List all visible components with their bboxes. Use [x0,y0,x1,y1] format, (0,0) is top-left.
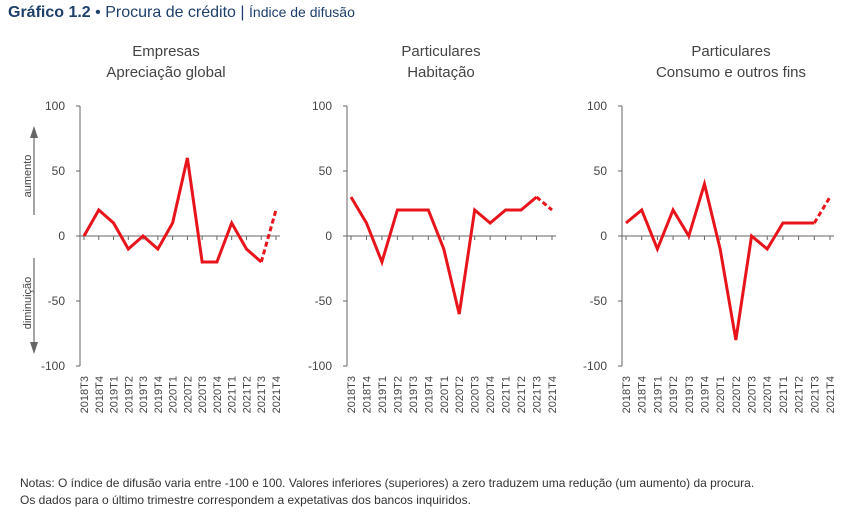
y-tick-label: -100 [583,359,607,373]
series-line [625,178,815,341]
x-tick-label: 2019T3 [684,376,696,413]
x-tick-label: 2020T4 [762,376,774,413]
x-tick-label: 2018T3 [346,376,358,413]
x-tick-label: 2021T4 [825,376,837,413]
charts-area: Empresas Apreciação global 100 50 0 -50 -100 20… [22,43,837,413]
notes-line-2: Os dados para o último trimestre corresp… [20,493,471,507]
x-tick-label: 2019T1 [109,376,121,413]
x-tick-label: 2018T3 [621,376,633,413]
x-tick-label: 2021T3 [256,376,268,413]
x-tick-label: 2018T4 [361,376,373,413]
y-tick-label: -50 [48,294,66,308]
x-tick-label: 2021T2 [241,376,253,413]
chart-title: Procura de crédito [105,4,236,21]
notes: Notas: O índice de difusão varia entre -… [20,475,840,509]
chart-header: Gráfico 1.2 • Procura de crédito | Índic… [8,4,355,22]
x-tick-label: 2018T3 [79,376,91,413]
header-separator: | [240,4,245,21]
x-tick-label: 2020T2 [182,376,194,413]
y-tick-label: 100 [312,99,332,113]
notes-line-1: Notas: O índice de difusão varia entre -… [20,476,755,490]
x-tick-label: 2018T4 [94,376,106,413]
panel-title: Particulares [691,43,770,60]
x-tick-label: 2019T4 [699,376,711,413]
chart-number: Gráfico 1.2 [8,4,91,21]
x-tick-label: 2020T1 [439,376,451,413]
diminuicao-arrowhead-icon [30,342,38,354]
series-line-expected [259,209,278,263]
side-label-diminuicao: diminuição [22,277,34,330]
x-tick-label: 2020T2 [731,376,743,413]
x-tick-label: 2019T4 [153,376,165,413]
y-tick-label: 50 [594,164,608,178]
x-tick-label: 2019T3 [408,376,420,413]
x-tick-label: 2018T4 [637,376,649,413]
x-tick-label: 2021T1 [501,376,513,413]
x-tick-label: 2021T4 [271,376,283,413]
x-tick-label: 2020T3 [197,376,209,413]
y-tick-label: 50 [52,164,66,178]
panel-subtitle: Habitação [407,64,475,81]
chart-measure: Índice de difusão [249,4,355,20]
y-tick-label: -50 [590,294,608,308]
x-tick-label: 2021T2 [516,376,528,413]
x-tick-label: 2019T1 [377,376,389,413]
header-bullet: • [95,4,101,21]
y-tick-label: 0 [58,229,65,243]
x-tick-label: 2021T4 [547,376,559,413]
y-tick-label: 100 [587,99,607,113]
x-tick-label: 2021T1 [778,376,790,413]
x-tick-label: 2019T1 [652,376,664,413]
x-tick-label: 2021T3 [809,376,821,413]
panel-subtitle: Consumo e outros fins [656,64,806,81]
x-tick-label: 2021T2 [794,376,806,413]
y-tick-label: 0 [600,229,607,243]
y-tick-label: 50 [319,164,333,178]
panel-subtitle: Apreciação global [106,64,225,81]
y-tick-label: 100 [45,99,65,113]
x-tick-label: 2020T1 [168,376,180,413]
series-line-expected [813,196,832,224]
series-line [82,157,263,264]
x-tick-label: 2020T1 [715,376,727,413]
x-tick-label: 2021T3 [532,376,544,413]
x-tick-label: 2019T3 [138,376,150,413]
y-tick-label: -50 [315,294,333,308]
series-line [349,195,538,315]
series-line-expected [535,195,553,212]
x-tick-label: 2020T2 [454,376,466,413]
y-tick-label: -100 [308,359,332,373]
side-label-aumento: aumento [22,155,34,198]
x-tick-label: 2019T2 [123,376,135,413]
y-tick-label: 0 [325,229,332,243]
aumento-arrowhead-icon [30,126,38,138]
x-tick-label: 2021T1 [227,376,239,413]
panel-title: Empresas [132,43,200,60]
x-tick-label: 2020T4 [485,376,497,413]
x-tick-label: 2020T3 [747,376,759,413]
x-tick-label: 2020T4 [212,376,224,413]
x-tick-label: 2019T2 [668,376,680,413]
x-tick-label: 2019T2 [392,376,404,413]
panel-title: Particulares [401,43,480,60]
y-tick-label: -100 [41,359,65,373]
x-tick-label: 2020T3 [470,376,482,413]
x-tick-label: 2019T4 [423,376,435,413]
